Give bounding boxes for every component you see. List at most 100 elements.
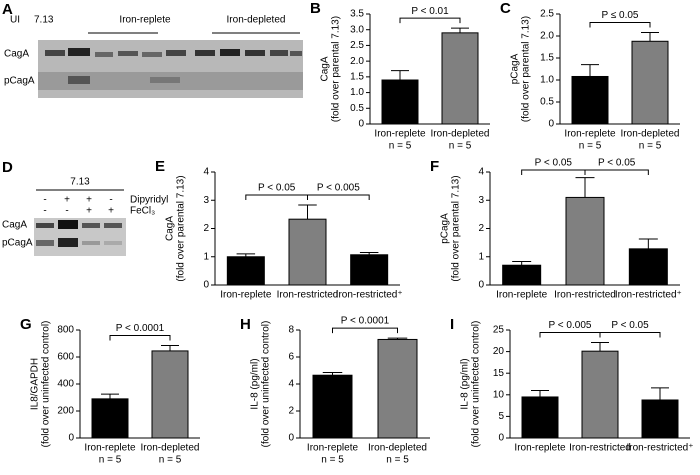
y-tick-label: 0	[358, 119, 364, 130]
significance-bracket	[332, 327, 398, 334]
y-axis-note: (fold over parental 7.13)	[521, 16, 532, 122]
significance-bracket	[599, 332, 661, 338]
x-tick-label: Iron-replete	[84, 443, 136, 454]
y-axis-note: (fold over uninfected control)	[261, 321, 272, 448]
blot-a-image	[38, 40, 303, 98]
y-tick-label: 2.5	[350, 40, 364, 51]
bar	[226, 256, 265, 286]
panel-label: F	[430, 158, 439, 175]
y-tick-label: 0	[68, 433, 74, 444]
x-tick-note: n = 5	[386, 455, 409, 466]
significance-bracket	[589, 21, 651, 28]
y-axis-note: (fold over uninfected control)	[41, 321, 52, 448]
y-tick-label: 2.0	[540, 31, 554, 42]
y-tick-label: 2	[203, 223, 209, 234]
y-axis-label: IL8/GAPDH	[30, 358, 41, 410]
bar	[381, 79, 419, 125]
y-tick-label: 400	[57, 379, 74, 390]
y-axis-note: (fold over parental 7.13)	[331, 16, 342, 122]
y-axis-label: IL-8 (pg/ml)	[250, 358, 261, 409]
blot-d-image	[34, 32, 300, 256]
bar	[641, 399, 679, 439]
y-tick-label: 1.5	[350, 71, 364, 82]
significance-label: P < 0.05	[598, 158, 636, 169]
bar	[350, 254, 389, 286]
row-label: CagA	[4, 49, 29, 60]
x-tick-label: Iron-replete	[374, 129, 426, 140]
x-tick-label: Iron-restricted	[554, 290, 616, 301]
x-tick-label: Iron-replete	[514, 443, 566, 454]
significance-bracket	[584, 169, 649, 175]
significance-bracket	[307, 194, 370, 201]
y-tick-label: 3.5	[350, 9, 364, 20]
y-tick-label: 1	[203, 251, 209, 262]
x-tick-label: Iron-depleted	[431, 129, 490, 140]
x-tick-note: n = 5	[389, 141, 412, 152]
panel-label: A	[2, 1, 13, 18]
y-axis-label: CagA	[320, 56, 331, 81]
row-label: CagA	[2, 220, 27, 231]
y-axis-label: IL-8 (pg/ml)	[460, 358, 471, 409]
treatment-sign: -	[43, 206, 46, 217]
bar	[631, 40, 669, 125]
panel-label: C	[500, 0, 511, 17]
bar	[521, 396, 559, 439]
y-tick-label: 1	[478, 251, 484, 262]
y-tick-label: 10	[493, 389, 505, 400]
y-tick-label: 2	[288, 406, 294, 417]
bar	[441, 32, 479, 125]
x-tick-label: Iron-restricted⁺	[615, 290, 682, 301]
bar	[502, 264, 542, 286]
bar	[91, 398, 129, 439]
x-tick-label: Iron-restricted⁺	[627, 443, 694, 454]
significance-label: P < 0.0001	[116, 323, 165, 334]
x-tick-note: n = 5	[579, 141, 602, 152]
y-tick-label: 0	[498, 433, 504, 444]
panel-label: H	[240, 316, 251, 333]
y-tick-label: 4	[203, 167, 209, 178]
y-tick-label: 2.5	[540, 9, 554, 20]
y-tick-label: 3	[478, 195, 484, 206]
y-tick-label: 15	[493, 368, 505, 379]
significance-label: P < 0.01	[411, 6, 449, 17]
treatment-sign: +	[86, 206, 92, 217]
y-tick-label: 2	[478, 223, 484, 234]
y-axis-label: pCagA	[440, 213, 451, 244]
significance-bracket	[245, 194, 308, 201]
y-tick-label: 1.0	[540, 75, 554, 86]
y-axis-note: (fold over parental 7.13)	[451, 175, 462, 281]
x-tick-label: Iron-depleted	[141, 443, 200, 454]
y-tick-label: 2.0	[350, 56, 364, 67]
x-tick-label: Iron-replete	[307, 443, 359, 454]
significance-label: P < 0.05	[611, 320, 649, 331]
significance-label: P < 0.0001	[341, 316, 390, 327]
y-tick-label: 25	[493, 325, 505, 336]
x-tick-label: Iron-depleted	[621, 129, 680, 140]
bar	[377, 338, 418, 439]
bar	[628, 248, 668, 286]
panel-label: E	[155, 158, 165, 175]
y-tick-label: 4	[288, 379, 294, 390]
x-tick-label: Iron-restricted⁺	[336, 290, 403, 301]
significance-bracket	[539, 332, 601, 338]
significance-label: P ≤ 0.05	[602, 10, 639, 21]
significance-label: P < 0.05	[258, 183, 296, 194]
bar	[151, 350, 189, 439]
x-tick-label: Iron-replete	[496, 290, 548, 301]
y-tick-label: 20	[493, 346, 505, 357]
bar	[571, 75, 609, 125]
y-tick-label: 0	[203, 280, 209, 291]
treatment-sign: -	[65, 206, 68, 217]
row-label: pCagA	[2, 238, 33, 249]
y-axis-note: (fold over uninfected control)	[471, 321, 482, 448]
x-tick-label: Iron-depleted	[368, 443, 427, 454]
group-label: Iron-replete	[119, 15, 171, 26]
panel-label: G	[20, 316, 32, 333]
bar	[581, 350, 619, 439]
panel-label: B	[310, 0, 321, 17]
y-tick-label: 0.5	[540, 97, 554, 108]
y-tick-label: 3.0	[350, 24, 364, 35]
significance-label: P < 0.005	[317, 183, 360, 194]
y-tick-label: 0	[288, 433, 294, 444]
